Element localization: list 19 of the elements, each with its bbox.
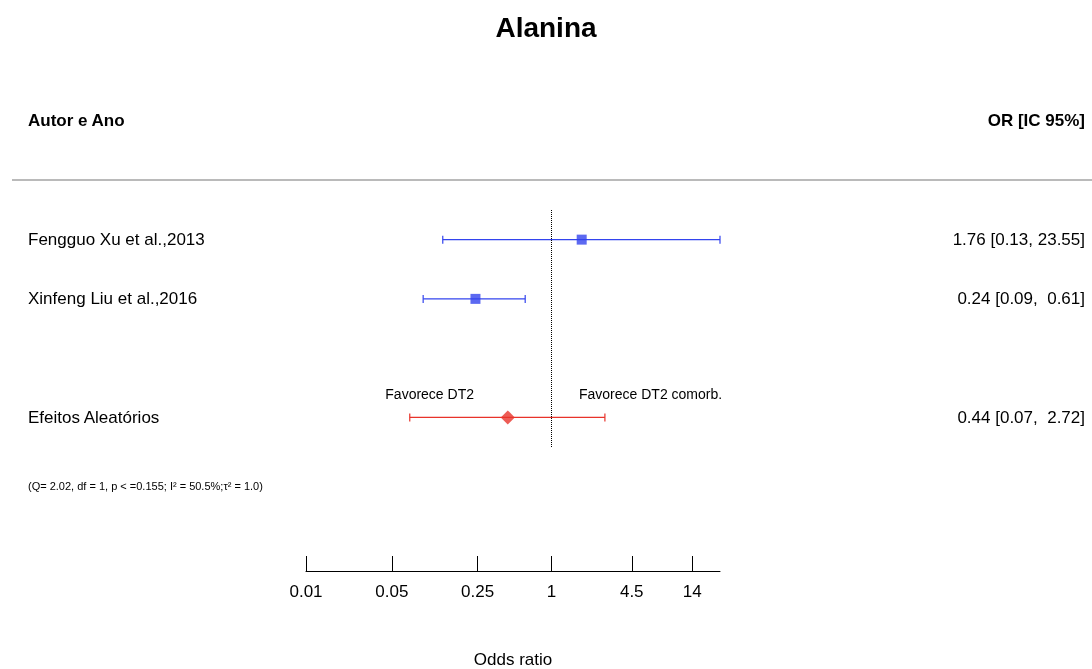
x-tick-label: 4.5: [619, 582, 644, 601]
x-axis-title: Odds ratio: [473, 650, 553, 669]
x-tick-label: 0.25: [461, 582, 495, 601]
text: 0.44 [0.07, 2.72]: [957, 407, 1085, 427]
x-tick-label: 0.05: [375, 582, 409, 601]
y-tick-label: Xinfeng Liu et al.,2016: [28, 289, 198, 309]
x-tick-label: 1: [546, 582, 557, 601]
text: Autor e Ano: [28, 111, 125, 130]
text: 1.76 [0.13, 23.55]: [952, 230, 1085, 250]
x-tick-label: 0.01: [289, 582, 323, 601]
annotation: Favorece DT2 comorb.: [579, 386, 723, 402]
text: (Q= 2.02, df = 1, p < =0.155; I² = 50.5%;τ² = 1.0): [28, 479, 263, 492]
y-tick-label: Efeitos Aleatórios: [28, 407, 160, 427]
annotation: Favorece DT2: [385, 386, 475, 402]
text: OR [IC 95%]: [987, 111, 1085, 130]
x-tick-label: 14: [682, 582, 702, 601]
text: 0.24 [0.09, 0.61]: [957, 289, 1085, 309]
chart-title: Alanina: [495, 11, 597, 43]
y-tick-label: Fengguo Xu et al.,2013: [28, 230, 205, 250]
